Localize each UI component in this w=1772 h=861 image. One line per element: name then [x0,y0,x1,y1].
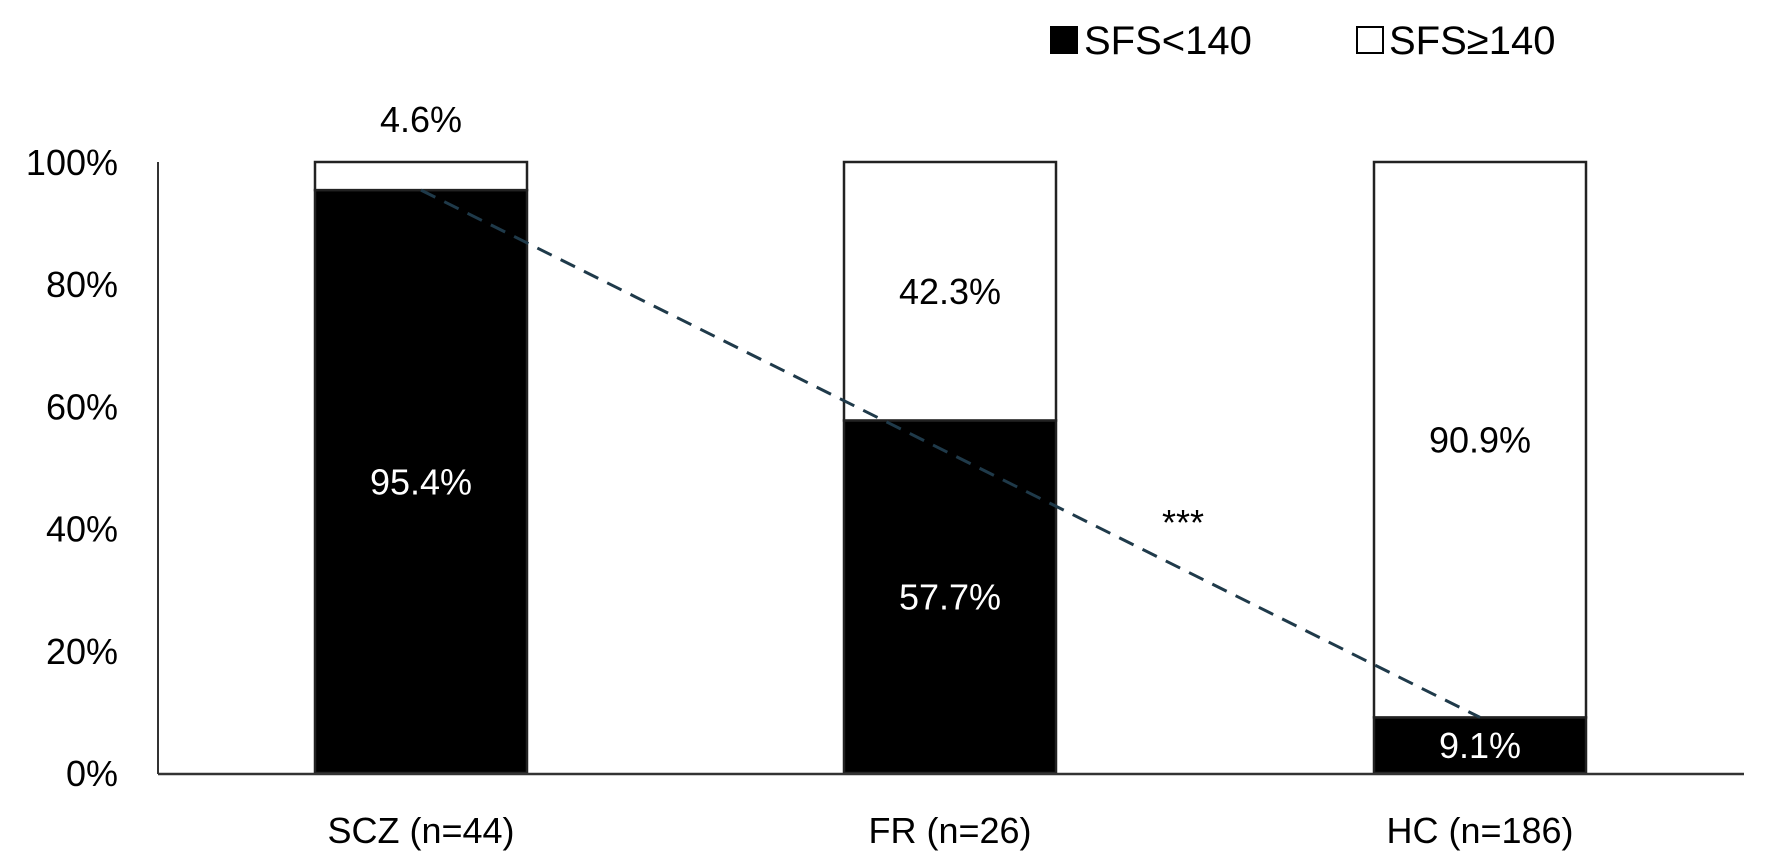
y-tick-label: 60% [46,386,118,427]
y-tick-label: 20% [46,631,118,672]
data-label: 4.6% [380,99,462,140]
data-label: 95.4% [370,462,472,503]
x-tick-label: HC (n=186) [1386,810,1573,851]
x-tick-label: SCZ (n=44) [327,810,514,851]
legend-label-sfs-below-140: SFS<140 [1084,19,1252,63]
bar-segment-sfs-above-140 [842,160,1058,422]
trend-line [420,188,1481,719]
bar-segment-sfs-above-140 [1372,160,1588,719]
data-label: 42.3% [899,271,1001,312]
legend: SFS<140 SFS≥140 [1050,19,1555,63]
bar-segment-sfs-below-140 [313,188,529,775]
bar-segment-sfs-below-140 [842,419,1058,775]
legend-swatch-sfs-below-140 [1050,26,1078,54]
legend-label-sfs-above-140: SFS≥140 [1389,19,1555,63]
data-label: 90.9% [1429,420,1531,461]
bar-segment-sfs-below-140 [1372,716,1588,775]
x-tick-label: FR (n=26) [868,810,1031,851]
data-label: 57.7% [899,577,1001,618]
legend-swatch-sfs-above-140 [1356,26,1384,54]
bar-segment-sfs-above-140 [313,160,529,192]
data-label: 9.1% [1439,725,1521,766]
y-tick-label: 80% [46,264,118,305]
y-tick-label: 100% [26,142,118,183]
y-tick-label: 40% [46,509,118,550]
y-tick-label: 0% [66,753,118,794]
significance-annotation: *** [1162,502,1204,543]
